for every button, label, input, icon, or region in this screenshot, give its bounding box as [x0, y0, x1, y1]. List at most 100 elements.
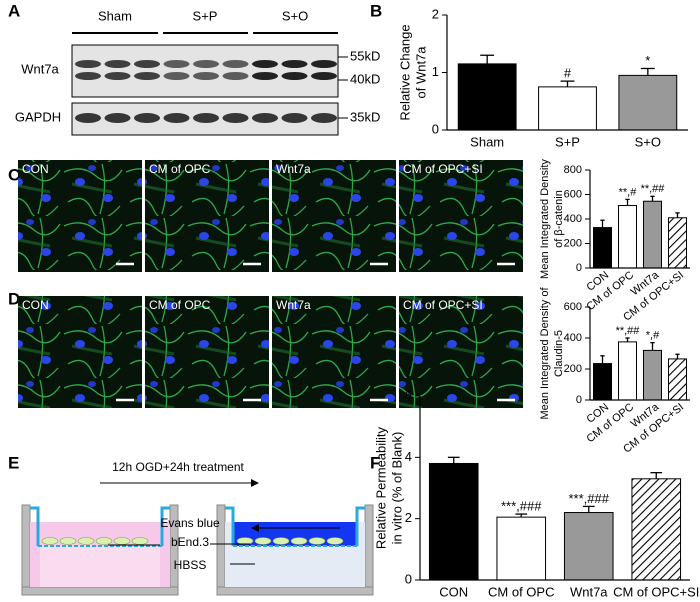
panel-label: E — [8, 453, 19, 472]
image-label: CM of OPC+SI — [403, 162, 483, 176]
y-tick-label: 0 — [576, 262, 582, 274]
y-tick-label: 4 — [405, 449, 412, 464]
y-axis-label: in vitro (% of Blank) — [389, 432, 404, 545]
band — [193, 60, 219, 68]
bar — [643, 349, 662, 401]
significance-label: ***,### — [501, 499, 542, 514]
marker-label: 35kD — [350, 109, 380, 124]
transwell-diagram: 12h OGD+24h treatment Evans blue bEnd.3 … — [21, 460, 374, 596]
micrograph: CM of OPC — [145, 296, 269, 408]
band — [193, 113, 219, 123]
significance-label: *,# — [646, 330, 660, 342]
y-axis-label: Relative Permeability — [373, 426, 388, 549]
band — [311, 113, 337, 123]
band — [163, 113, 190, 123]
y-axis-label: Mean Integrated Density — [539, 159, 551, 279]
y-axis-label: of β-catenin — [553, 190, 565, 248]
marker-label: 55kD — [350, 48, 380, 63]
y-tick-label: 0 — [432, 121, 439, 136]
y-tick-label: 0 — [576, 394, 582, 406]
micrograph: Wnt7a — [272, 160, 396, 272]
panel-label: F — [370, 453, 380, 472]
micrograph: CM of OPC+SI — [399, 160, 523, 272]
y-tick-label: 400 — [564, 213, 582, 225]
significance-label: **,## — [616, 325, 641, 337]
y-tick-label: 800 — [564, 164, 582, 176]
group-label: S+O — [282, 8, 308, 23]
western-blot: Sham S+P S+O Wnt7a GAPDH 55kD 40kD 35kD — [15, 8, 380, 136]
image-label: Wnt7a — [276, 298, 311, 312]
y-tick-label: 2 — [405, 510, 412, 525]
y-tick-label: 0 — [405, 571, 412, 586]
group-label: S+P — [193, 8, 218, 23]
image — [145, 160, 269, 272]
y-axis-label: of Wnt7a — [413, 46, 428, 99]
bar — [668, 217, 687, 269]
image — [18, 296, 142, 408]
band — [104, 113, 131, 123]
bar — [593, 363, 612, 401]
marker-label: 40kD — [350, 71, 380, 86]
bar — [618, 341, 637, 401]
image-label: Wnt7a — [276, 162, 311, 176]
bar — [457, 63, 517, 131]
micrograph: CM of OPC — [145, 160, 269, 272]
y-tick-label: 2 — [432, 6, 439, 21]
bar — [668, 358, 687, 401]
bar — [643, 200, 662, 269]
bar-chart: 0 1 2 Relative Change of Wnt7a Sham # S+P * S+O — [397, 6, 688, 149]
significance-label: # — [564, 66, 572, 81]
band — [252, 72, 278, 80]
micrograph: CM of OPC+SI — [399, 296, 523, 408]
band — [311, 72, 337, 80]
band — [252, 60, 278, 68]
image — [272, 160, 396, 272]
band — [75, 72, 101, 80]
bar — [631, 478, 682, 581]
band — [75, 113, 101, 123]
diagram-label: Evans blue — [160, 516, 220, 530]
image-label: CM of OPC — [149, 162, 211, 176]
x-tick-label: CM of OPC+SI — [613, 584, 699, 599]
bar-chart: 0 200 400 600 Mean Integrated Density of Clau… — [539, 287, 690, 456]
image — [399, 296, 523, 408]
micrograph: CON — [18, 160, 142, 272]
band — [222, 60, 249, 68]
band — [163, 72, 190, 80]
image-label: CM of OPC — [149, 298, 211, 312]
micrograph: Wnt7a — [272, 296, 396, 408]
significance-label: **,## — [641, 183, 666, 195]
band — [134, 113, 160, 123]
diagram-label: bEnd.3 — [171, 535, 209, 549]
band — [311, 60, 337, 68]
x-tick-label: CM of OPC — [488, 584, 554, 599]
band — [163, 60, 190, 68]
image-label: CON — [22, 162, 49, 176]
band — [193, 72, 219, 80]
step-label: 12h OGD+24h treatment — [112, 460, 244, 474]
x-tick-label: Sham — [470, 134, 504, 149]
band — [281, 60, 308, 68]
bar — [563, 512, 614, 581]
band — [104, 72, 131, 80]
y-axis-label: Mean Integrated Density of — [539, 287, 551, 420]
bar — [496, 516, 547, 581]
bar — [618, 205, 637, 269]
x-tick-label: CON — [439, 584, 468, 599]
bar-chart: 0 2 4 6 Relative Permeability in vitro (% of … — [373, 387, 699, 599]
band — [281, 72, 308, 80]
micrograph: CON — [18, 296, 142, 408]
group-label: Sham — [98, 8, 132, 23]
image-label: CM of OPC+SI — [403, 298, 483, 312]
panel-label: A — [8, 1, 20, 20]
bar — [593, 227, 612, 269]
x-tick-label: S+P — [555, 134, 580, 149]
bar — [538, 86, 597, 131]
band — [134, 60, 160, 68]
image-label: CON — [22, 298, 49, 312]
panel-label: B — [370, 1, 382, 20]
x-tick-label: Wnt7a — [570, 584, 608, 599]
band — [104, 60, 131, 68]
x-tick-label: S+O — [635, 134, 661, 149]
band — [281, 113, 308, 123]
